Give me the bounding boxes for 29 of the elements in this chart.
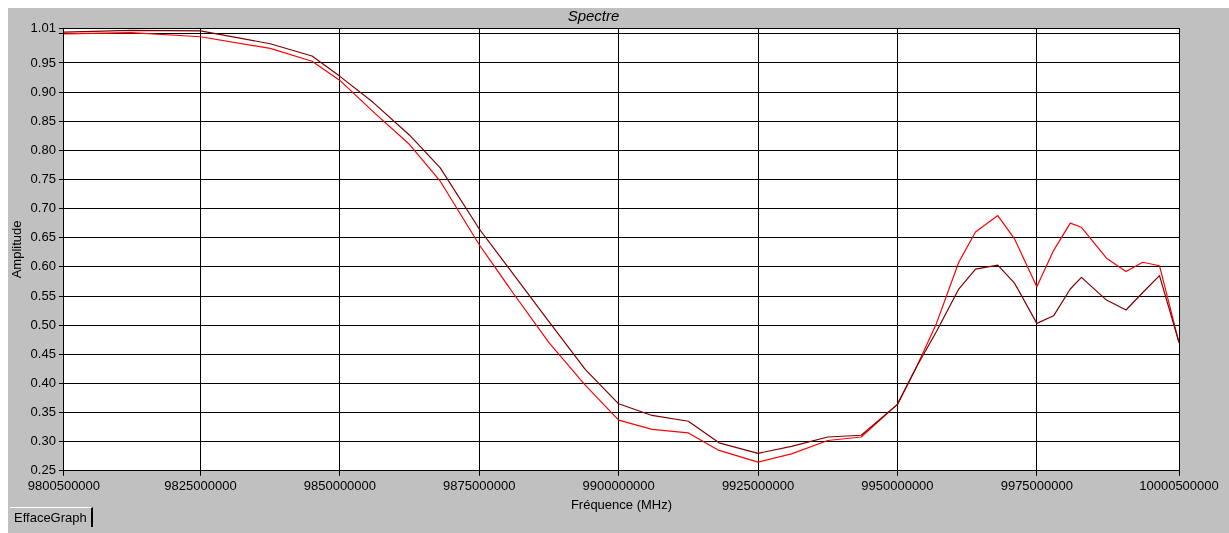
y-tick-label: 0.80 xyxy=(30,141,56,157)
x-tick-label: 9825000000 xyxy=(164,478,237,494)
y-tick-label: 0.75 xyxy=(30,171,56,187)
chart-title: Spectre xyxy=(567,7,620,25)
y-tick-label: 0.25 xyxy=(30,462,56,478)
y-axis-title: Amplitude xyxy=(9,220,25,279)
button: EffaceGraph xyxy=(10,507,93,527)
y-tick-label: 0.85 xyxy=(30,112,56,128)
y-tick-label: 0.95 xyxy=(30,54,56,70)
y-tick-label: 0.55 xyxy=(30,287,56,303)
y-tick-label: 0.50 xyxy=(30,316,56,332)
x-tick-label: 9925000000 xyxy=(721,478,795,494)
y-tick-label: 0.90 xyxy=(30,83,56,99)
y-tick-label: 0.45 xyxy=(30,345,56,361)
y-tick-label: 0.65 xyxy=(30,229,56,245)
x-tick-label: 10000500000 xyxy=(1139,478,1219,494)
x-tick-label: 9975000000 xyxy=(1000,478,1073,494)
y-tick-label: 1.01 xyxy=(30,19,56,35)
x-tick-label: 9850000000 xyxy=(303,478,377,494)
y-tick-label: 0.60 xyxy=(30,258,56,274)
x-tick-label: 9950000000 xyxy=(861,478,934,494)
y-tick-label: 0.35 xyxy=(30,404,56,420)
y-tick-label: 0.70 xyxy=(30,200,56,216)
y-tick-label: 0.30 xyxy=(30,433,56,449)
y-tick-label: 0.40 xyxy=(30,374,56,390)
x-tick-label: 9875000000 xyxy=(443,478,516,494)
x-tick-label: 9800500000 xyxy=(27,478,101,494)
x-axis-title: Fréquence (MHz) xyxy=(570,496,673,512)
x-tick-label: 9900000000 xyxy=(582,478,655,494)
